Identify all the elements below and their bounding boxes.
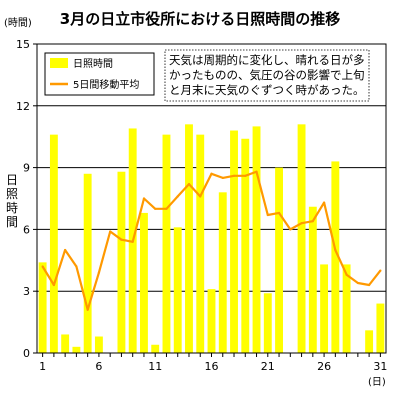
- moving-average-point-day-25: [311, 220, 314, 223]
- x-tick-label-6: 31: [373, 360, 387, 373]
- y-tick-label-1: 3: [23, 285, 30, 298]
- legend-label-moving-average: 5日間移動平均: [73, 78, 139, 91]
- y-axis-label: 日照時間: [6, 173, 18, 229]
- moving-average-point-day-11: [154, 207, 157, 210]
- bar-day-14: [185, 124, 193, 353]
- bar-day-21: [263, 293, 272, 353]
- bar-day-27: [331, 161, 340, 353]
- moving-average-point-day-22: [277, 211, 281, 215]
- annotation-line-1: かったものの、気圧の谷の影響で上旬: [169, 68, 365, 82]
- bar-day-15: [196, 134, 205, 353]
- bar-day-28: [342, 264, 351, 353]
- moving-average-point-day-23: [289, 228, 292, 231]
- chart-title: 3月の日立市役所における日照時間の推移: [60, 10, 340, 28]
- moving-average-point-day-3: [64, 248, 67, 252]
- moving-average-point-day-27: [334, 248, 337, 252]
- moving-average-point-day-30: [368, 283, 371, 287]
- moving-average-point-day-21: [266, 213, 269, 217]
- x-tick-label-2: 11: [148, 360, 162, 373]
- bar-day-5: [83, 173, 92, 353]
- moving-average-point-day-10: [142, 197, 146, 200]
- annotation-line-2: と月末に天気のぐずつく時があった。: [169, 83, 365, 97]
- moving-average-point-day-19: [244, 174, 247, 177]
- legend-swatch-bar: [50, 58, 68, 68]
- x-tick-label-1: 6: [95, 360, 102, 373]
- legend-label-sunshine: 日照時間: [73, 58, 113, 70]
- y-tick-label-2: 6: [23, 223, 30, 236]
- bar-day-13: [173, 227, 182, 353]
- y-axis-label-char-3: 間: [6, 215, 18, 229]
- moving-average-point-day-7: [109, 230, 112, 233]
- bar-day-18: [230, 130, 238, 353]
- bar-day-19: [241, 138, 250, 353]
- moving-average-point-day-20: [255, 170, 258, 173]
- bar-day-6: [94, 336, 103, 353]
- bar-day-25: [308, 206, 317, 353]
- moving-average-point-day-15: [199, 195, 202, 198]
- annotation-frame: [164, 49, 370, 102]
- annotation-line-0: 天気は周期的に変化し、晴れる日が多: [169, 53, 365, 67]
- bar-day-1: [38, 262, 47, 353]
- y-tick-label-4: 12: [16, 100, 30, 113]
- line-layer: [41, 170, 382, 311]
- bar-day-8: [117, 171, 126, 353]
- bar-day-24: [297, 124, 306, 353]
- bar-day-16: [207, 289, 216, 353]
- bar-day-30: [365, 330, 374, 353]
- moving-average-point-day-16: [210, 172, 213, 175]
- y-axis-label-char-1: 照: [6, 187, 18, 201]
- moving-average-point-day-17: [221, 176, 224, 179]
- moving-average-point-day-28: [345, 273, 348, 276]
- x-tick-label-0: 1: [39, 360, 46, 373]
- moving-average-point-day-6: [97, 271, 101, 274]
- moving-average-point-day-8: [120, 238, 123, 241]
- bar-day-2: [49, 134, 58, 353]
- x-tick-label-3: 16: [205, 360, 219, 373]
- moving-average-point-day-12: [165, 207, 168, 210]
- x-tick-label-4: 21: [261, 360, 275, 373]
- bar-day-3: [61, 334, 70, 353]
- y-axis-label-char-2: 時: [6, 201, 18, 215]
- moving-average-point-day-26: [322, 201, 326, 204]
- moving-average-point-day-2: [52, 283, 55, 287]
- bar-day-31: [376, 303, 385, 353]
- bar-day-12: [162, 134, 171, 353]
- moving-average-point-day-4: [75, 265, 78, 268]
- bar-day-22: [275, 167, 283, 353]
- bar-layer: [38, 124, 385, 354]
- y-tick-label-0: 0: [23, 347, 30, 360]
- moving-average-point-day-9: [131, 240, 134, 243]
- x-tick-label-5: 26: [317, 360, 331, 373]
- y-tick-label-5: 15: [16, 38, 30, 51]
- bar-day-11: [151, 344, 160, 353]
- moving-average-point-day-24: [300, 222, 303, 225]
- bar-day-26: [320, 264, 329, 353]
- annotation-box: 天気は周期的に変化し、晴れる日が多かったものの、気圧の谷の影響で上旬と月末に天気…: [164, 49, 370, 102]
- legend: 日照時間 5日間移動平均: [44, 52, 155, 96]
- moving-average-point-day-14: [187, 182, 191, 186]
- moving-average-point-day-1: [41, 265, 44, 268]
- moving-average-point-day-31: [379, 269, 382, 272]
- y-unit-label: (時間): [4, 17, 32, 29]
- moving-average-point-day-29: [356, 281, 359, 285]
- moving-average-point-day-5: [86, 308, 89, 311]
- x-unit-label: (日): [368, 377, 386, 388]
- moving-average-point-day-18: [232, 174, 236, 177]
- y-axis-label-char-0: 日: [6, 173, 18, 187]
- bar-day-20: [252, 126, 261, 354]
- moving-average-point-day-13: [176, 195, 179, 198]
- bar-day-10: [140, 212, 148, 353]
- bar-day-17: [218, 192, 227, 353]
- bar-day-4: [72, 346, 81, 353]
- y-tick-label-3: 9: [23, 162, 30, 175]
